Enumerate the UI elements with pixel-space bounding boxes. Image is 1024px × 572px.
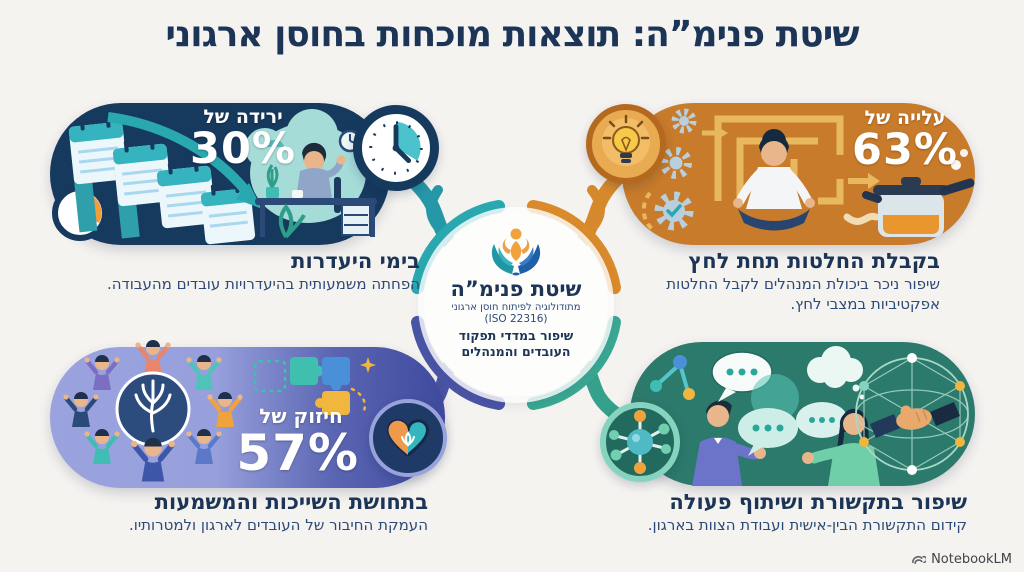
stat-decisions: עלייה של 63% <box>850 107 960 172</box>
heart-icon <box>387 419 429 457</box>
gears-icon <box>641 108 728 231</box>
quadrant-decisions-capsule: עלייה של 63% <box>622 103 975 245</box>
talking-man-illustration <box>692 400 766 486</box>
method-subtitle: מתודולוגיה לפיתוח חוסן ארגוני <box>451 302 581 314</box>
caption-communication: שיפור בתקשורת ושיתוף פעולה קידום התקשורת… <box>605 490 967 536</box>
molecule-bubble <box>600 402 680 482</box>
handshake-icon <box>870 402 960 438</box>
speech-bubbles-icon <box>711 351 848 456</box>
notebooklm-logo-icon <box>912 555 927 565</box>
maze-exit-arrow-icon <box>848 173 880 189</box>
handshake-network-icon <box>855 353 969 475</box>
caption-absence: בימי היעדרות הפחתה משמעותית בהיעדרויות ע… <box>28 249 420 295</box>
stat-absence-value: 30% <box>190 124 296 174</box>
thought-cloud-icon <box>807 346 865 400</box>
sparkle-icon <box>360 357 376 373</box>
center-hub: שיטת פנימ”ה מתודולוגיה לפיתוח חוסן ארגונ… <box>424 213 608 397</box>
caption-belonging-description: העמקת החיבור של העובדים לארגון ולמטרותיו… <box>128 516 428 534</box>
caption-communication-description: קידום התקשורת הבין-אישית ועבודת הצוות בא… <box>647 516 967 534</box>
communication-illustration <box>650 346 969 486</box>
lightbulb-bubble <box>586 104 666 184</box>
caption-decisions-heading: בקבלת החלטות תחת לחץ <box>688 249 940 273</box>
decisions-illustration <box>641 108 975 237</box>
watermark: NotebookLM <box>911 552 1012 567</box>
absence-illustration <box>52 109 377 245</box>
quadrant-absence-capsule: ירידה של 30% <box>50 103 390 245</box>
caption-communication-heading: שיפור בתקשורת ושיתוף פעולה <box>669 490 967 514</box>
hub-ring-arcs <box>411 200 621 410</box>
hands-cradling-person-icon <box>491 228 541 276</box>
pressure-pot-icon <box>843 149 975 237</box>
tree-emblem-icon <box>115 371 191 447</box>
lightbulb-icon <box>602 114 650 166</box>
stat-absence: ירידה של 30% <box>178 106 308 171</box>
iso-label: (ISO 22316) <box>484 313 548 326</box>
quadrant-communication-capsule <box>630 342 975 486</box>
stat-belonging-label: חיזוק של <box>259 404 343 428</box>
molecule-icon <box>609 410 671 474</box>
calendar-icons <box>68 115 256 245</box>
stat-decisions-value: 63% <box>852 125 958 175</box>
caption-decisions: בקבלת החלטות תחת לחץ שיפור ניכר ביכולת ה… <box>600 249 940 314</box>
page-title: שיטת פנימ”ה: תוצאות מוכחות בחוסן ארגוני <box>165 14 859 55</box>
meditating-person-illustration <box>733 129 815 231</box>
caption-absence-description: הפחתה משמעותית בהיעדרויות עובדים מהעבודה… <box>106 275 420 293</box>
method-name: שיטת פנימ”ה <box>450 277 582 301</box>
stat-decisions-label: עלייה של <box>864 107 946 129</box>
stat-absence-label: ירידה של <box>203 106 283 128</box>
method-tagline-line1: שיפור במדדי תפקוד <box>458 328 574 344</box>
stat-belonging-value: 57% <box>236 424 359 482</box>
molecule-icon <box>650 355 695 400</box>
lotus-icon <box>401 432 415 447</box>
caption-belonging-heading: בתחושת השייכות והמשמעות <box>154 490 428 514</box>
talking-woman-illustration <box>802 408 880 486</box>
belonging-illustration <box>50 347 376 488</box>
caption-absence-heading: בימי היעדרות <box>291 249 420 273</box>
method-tagline-line2: העובדים והמנהלים <box>461 343 571 359</box>
people-circle-illustration <box>63 340 242 482</box>
clock-icon <box>369 121 423 175</box>
puzzle-pieces-icon <box>253 357 376 415</box>
heart-bubble <box>369 399 447 477</box>
caption-belonging: בתחושת השייכות והמשמעות העמקת החיבור של … <box>28 490 428 536</box>
clock-bubble <box>353 105 439 191</box>
stat-belonging: חיזוק של 57% <box>236 404 359 482</box>
watermark-label: NotebookLM <box>931 552 1012 567</box>
caption-decisions-description: שיפור ניכר ביכולת המנהלים לקבל החלטות אפ… <box>666 275 940 313</box>
